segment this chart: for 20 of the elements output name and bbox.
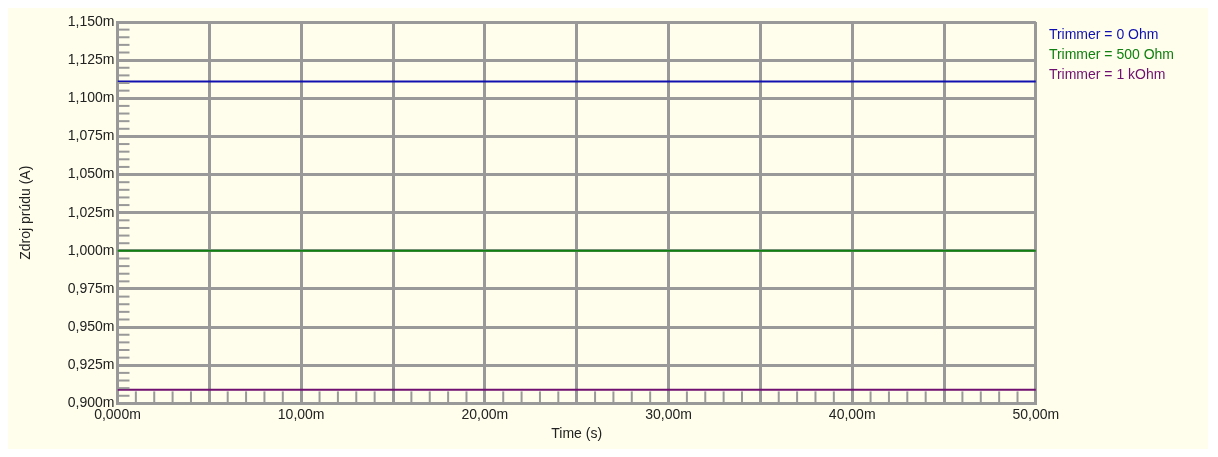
y-axis-title: Zdroj prúdu (A) <box>17 165 34 260</box>
x-tick-label: 40,00m <box>828 405 876 422</box>
y-tick-label: 1,025m <box>67 203 115 220</box>
y-tick-label: 0,925m <box>67 356 115 373</box>
text: Trimmer = 500 Ohm <box>1048 45 1175 62</box>
y-tick-label: 1,075m <box>67 127 115 144</box>
text: Trimmer = 0 Ohm <box>1048 25 1159 42</box>
y-tick-label: 1,050m <box>67 165 115 182</box>
x-tick-label: 10,00m <box>277 405 325 422</box>
y-tick-label: 1,150m <box>67 12 115 29</box>
y-tick-label: 1,100m <box>67 89 115 106</box>
y-tick-label: 0,950m <box>67 317 115 334</box>
y-tick-label: 0,975m <box>67 279 115 296</box>
x-tick-label: 30,00m <box>645 405 692 422</box>
x-axis-title: Time (s) <box>551 425 603 442</box>
x-tick-label: 50,00m <box>1012 405 1060 422</box>
y-tick-label: 1,125m <box>67 51 115 67</box>
text: Trimmer = 1 kOhm <box>1048 65 1166 82</box>
x-tick-label: 20,00m <box>461 405 509 422</box>
y-tick-label: 1,000m <box>67 241 115 258</box>
